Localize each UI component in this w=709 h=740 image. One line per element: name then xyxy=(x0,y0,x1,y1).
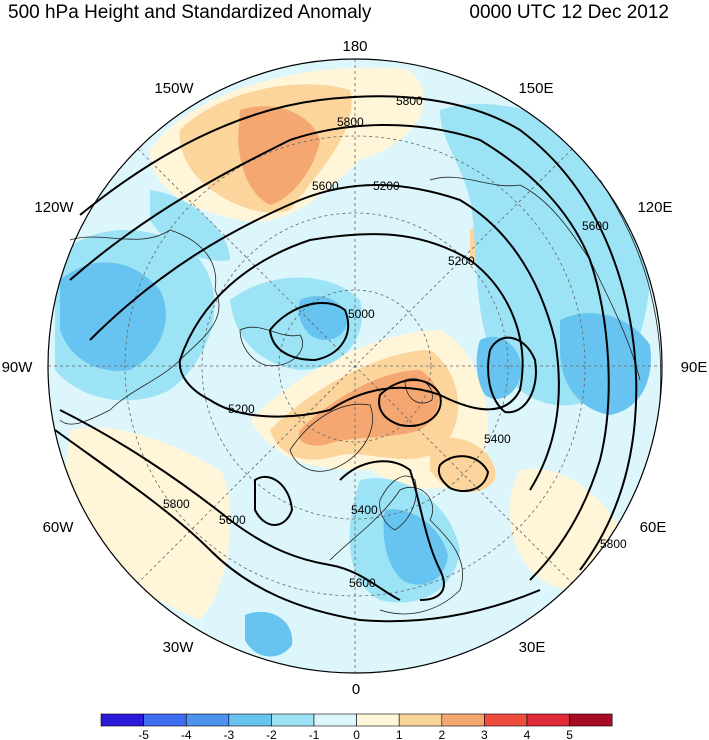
anomaly-max-positive-pacific xyxy=(238,106,320,205)
graticule xyxy=(48,59,662,673)
map-boundary xyxy=(47,58,663,674)
anomaly-strong-negative-east-asia xyxy=(560,313,651,415)
coastlines xyxy=(59,176,662,615)
meridian-45 xyxy=(137,148,573,584)
colorbar-swatch xyxy=(185,713,230,727)
coastline-asia-north xyxy=(429,176,641,381)
latitude-circle-80 xyxy=(278,289,432,443)
lon-label-150w: 150W xyxy=(154,80,194,97)
colorbar-label: -3 xyxy=(223,728,234,740)
colorbar-swatch xyxy=(100,713,144,727)
coastline-scandinavia xyxy=(379,475,417,531)
anomaly-strong-negative-north-america xyxy=(60,262,166,371)
contour-5400 xyxy=(89,184,560,491)
contour-5600-south xyxy=(59,409,401,601)
lon-label-90e: 90E xyxy=(681,359,708,376)
contour-label: 5600 xyxy=(312,179,339,193)
contour-5400-russia xyxy=(437,455,490,492)
coastline-arctic-islands xyxy=(239,326,303,367)
anomaly-strong-negative-europe xyxy=(383,509,448,585)
lon-label-120w: 120W xyxy=(34,199,74,216)
coastline-asia-east xyxy=(599,179,662,401)
contour-labels: 5800 5800 5600 5200 5200 5000 5200 5400 … xyxy=(163,94,627,590)
colorbar-label: 3 xyxy=(481,728,488,740)
map-title: 500 hPa Height and Standardized Anomaly xyxy=(8,2,372,23)
lon-label-120e: 120E xyxy=(637,199,672,216)
lon-label-0: 0 xyxy=(352,681,360,698)
contour-label: 5200 xyxy=(228,402,255,416)
contour-label: 5800 xyxy=(600,537,627,551)
anomaly-negative-pacific-north xyxy=(150,190,230,261)
coastline-greenland xyxy=(289,403,373,472)
colorbar-label: 0 xyxy=(353,728,360,740)
colorbar-label: 2 xyxy=(438,728,445,740)
anomaly-strong-negative-central-asia xyxy=(476,336,522,399)
contour-5800-north xyxy=(79,95,638,571)
lon-label-150e: 150E xyxy=(518,80,553,97)
colorbar-label: -2 xyxy=(266,728,277,740)
contour-label: 5800 xyxy=(396,94,423,108)
colorbar: -5 -4 -3 -2 -1 0 1 2 3 4 5 xyxy=(100,713,613,740)
anomaly-negative-atlantic-south xyxy=(245,611,293,657)
colorbar-label: -4 xyxy=(181,728,192,740)
colorbar-swatch xyxy=(441,713,485,727)
contour-5200-ring xyxy=(178,233,524,418)
contour-label: 5200 xyxy=(373,179,400,193)
contour-5200-east xyxy=(487,336,537,414)
contour-label: 5400 xyxy=(484,432,511,446)
colorbar-swatch xyxy=(228,713,272,727)
contour-5800-south xyxy=(54,429,541,623)
height-contours xyxy=(54,95,638,623)
anomaly-positive-west-russia xyxy=(430,437,496,493)
map-valid-time: 0000 UTC 12 Dec 2012 xyxy=(469,2,669,23)
contour-label: 5600 xyxy=(582,219,609,233)
latitude-circle-40 xyxy=(124,135,586,597)
lon-label-30e: 30E xyxy=(519,639,546,656)
lon-label-90w: 90W xyxy=(2,359,34,376)
coastline-europe xyxy=(329,487,464,615)
contour-label: 5200 xyxy=(448,254,475,268)
colorbar-label: 4 xyxy=(524,728,531,740)
contour-5400-atlantic xyxy=(254,475,294,526)
colorbar-label: 1 xyxy=(396,728,403,740)
colorbar-swatch xyxy=(526,713,570,727)
colorbar-swatch xyxy=(484,713,528,727)
colorbar-swatch xyxy=(569,713,613,727)
lon-label-60e: 60E xyxy=(640,519,667,536)
lon-label-180: 180 xyxy=(342,38,367,55)
contour-label: 5600 xyxy=(219,513,246,527)
longitude-labels: 180 150E 120E 90E 60E 30E 0 30W 60W 90W … xyxy=(2,38,708,698)
colorbar-swatch xyxy=(398,713,443,727)
contour-5600-north xyxy=(69,124,610,581)
latitude-circle-60 xyxy=(201,212,509,520)
colorbar-swatch xyxy=(143,713,187,727)
colorbar-swatch xyxy=(356,713,400,727)
colorbar-label: -1 xyxy=(309,728,320,740)
contour-5400-greenland xyxy=(378,379,442,427)
contour-label: 5800 xyxy=(337,115,364,129)
colorbar-swatch xyxy=(271,713,315,727)
anomaly-positive-atlantic-light xyxy=(60,427,231,620)
anomaly-strong-negative-arctic-canada xyxy=(298,296,348,340)
colorbar-swatch xyxy=(313,713,357,727)
contour-label: 5800 xyxy=(163,497,190,511)
lon-label-30w: 30W xyxy=(163,639,195,656)
contour-label: 5400 xyxy=(351,503,378,517)
coastline-north-america xyxy=(59,229,220,425)
anomaly-max-positive-greenland xyxy=(298,370,439,446)
contour-label: 5600 xyxy=(349,576,376,590)
contour-label: 5000 xyxy=(348,307,375,321)
colorbar-label: 5 xyxy=(566,728,573,740)
contour-5000 xyxy=(268,301,350,362)
contour-5600-europe xyxy=(339,460,445,601)
lon-label-60w: 60W xyxy=(43,519,75,536)
colorbar-label: -5 xyxy=(138,728,149,740)
